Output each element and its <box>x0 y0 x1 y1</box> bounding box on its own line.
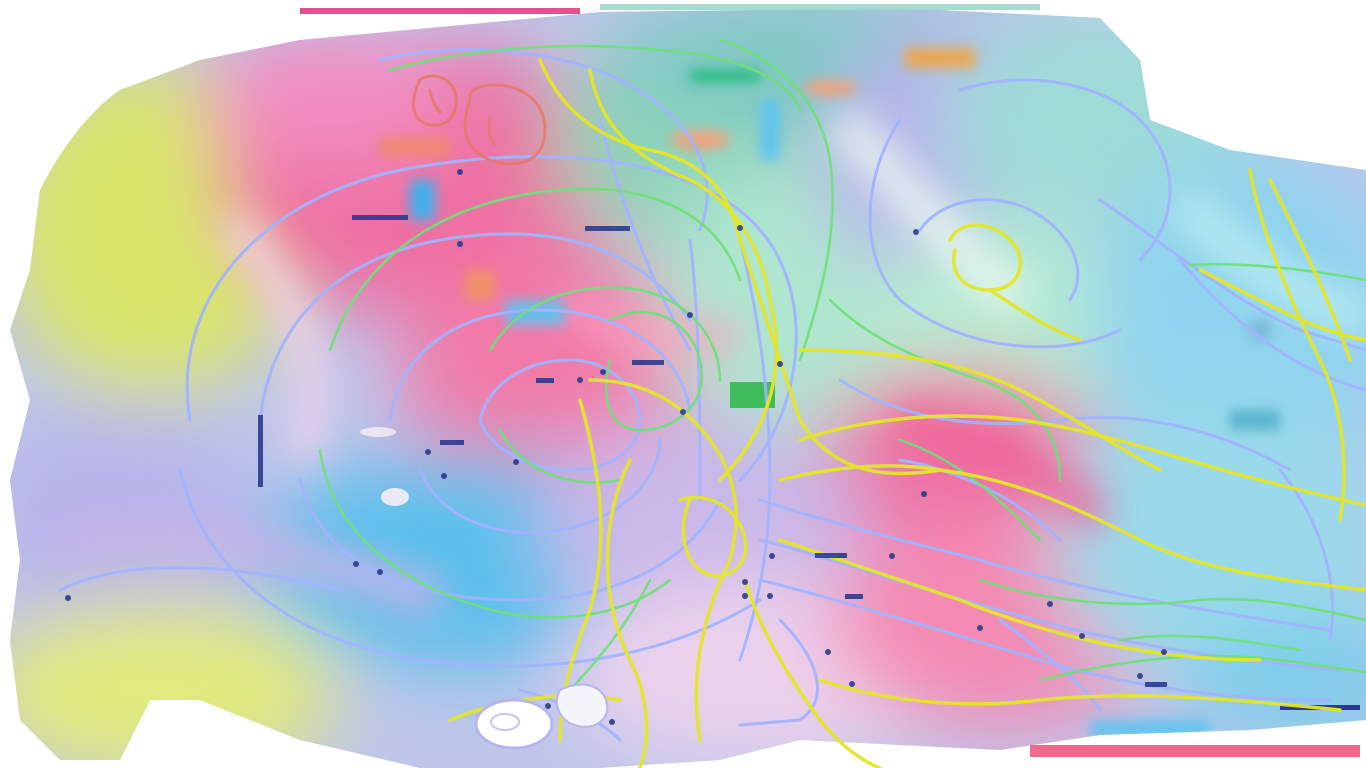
top-streak <box>300 8 580 14</box>
bottom-streak <box>1030 745 1360 757</box>
blue-contour-lines <box>58 48 1366 742</box>
coral-scribbles <box>411 74 547 166</box>
white-cutouts <box>360 427 609 750</box>
navy-dash-marks <box>65 169 1167 725</box>
green-contour-lines <box>318 38 1366 702</box>
yellow-contour-lines <box>448 58 1366 768</box>
